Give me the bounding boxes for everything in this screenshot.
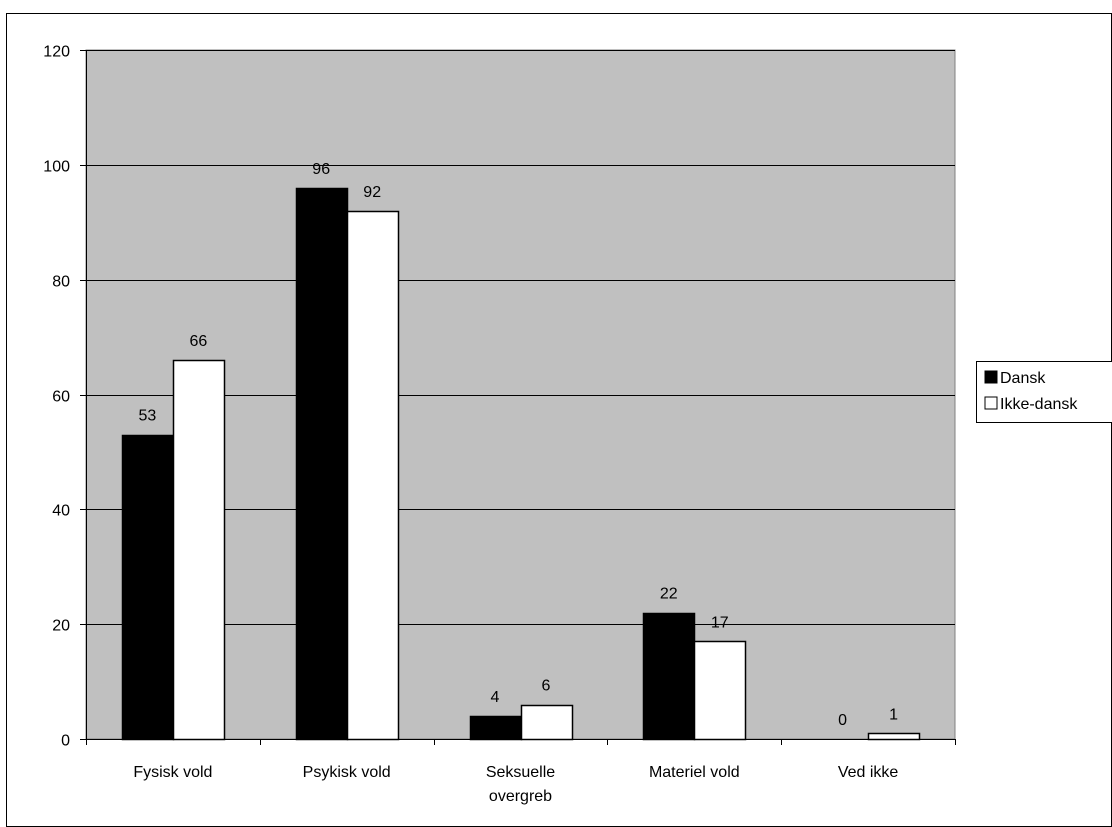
x-tick-label: Psykisk vold bbox=[303, 764, 391, 781]
bar-dansk bbox=[642, 612, 696, 741]
data-label: 1 bbox=[889, 706, 898, 723]
y-tick-label: 20 bbox=[52, 618, 70, 635]
x-tick-label: Materiel vold bbox=[649, 764, 740, 781]
legend: Dansk Ikke-dansk bbox=[976, 361, 1112, 423]
y-tick-label: 80 bbox=[52, 274, 70, 291]
x-tick-label: overgreb bbox=[489, 788, 552, 805]
data-label: 96 bbox=[312, 161, 330, 178]
y-tick-label: 120 bbox=[43, 44, 70, 61]
gridlines bbox=[86, 50, 955, 625]
data-label: 22 bbox=[660, 586, 678, 603]
data-label: 0 bbox=[838, 712, 847, 729]
bar-ikke-dansk bbox=[867, 732, 921, 741]
bar-dansk bbox=[295, 187, 349, 741]
legend-label-dansk: Dansk bbox=[1000, 370, 1046, 387]
bar-dansk bbox=[121, 434, 175, 741]
data-label: 92 bbox=[363, 184, 381, 201]
data-label: 6 bbox=[542, 678, 551, 695]
bar-ikke-dansk bbox=[172, 359, 226, 741]
x-tick-label: Ved ikke bbox=[838, 764, 899, 781]
bar-dansk bbox=[469, 715, 523, 741]
x-tick-label: Seksuelle bbox=[486, 764, 555, 781]
bar-ikke-dansk bbox=[520, 704, 574, 741]
legend-box bbox=[976, 361, 1112, 423]
legend-label-ikke-dansk: Ikke-dansk bbox=[1000, 396, 1078, 413]
bars bbox=[121, 187, 921, 741]
x-tick-label: Fysisk vold bbox=[133, 764, 212, 781]
data-label: 66 bbox=[190, 333, 208, 350]
y-axis: 0 20 40 60 80 100 120 bbox=[43, 44, 87, 750]
bar-ikke-dansk bbox=[693, 640, 747, 741]
y-tick-label: 40 bbox=[52, 503, 70, 520]
data-label: 53 bbox=[139, 408, 157, 425]
data-label: 4 bbox=[491, 689, 500, 706]
y-tick-label: 60 bbox=[52, 389, 70, 406]
bar-ikke-dansk bbox=[346, 210, 400, 741]
data-labels: 53 66 96 92 4 6 22 17 0 1 bbox=[139, 161, 899, 729]
legend-swatch-dansk bbox=[984, 370, 998, 384]
y-tick-label: 0 bbox=[61, 733, 70, 750]
y-tick-label: 100 bbox=[43, 159, 70, 176]
data-label: 17 bbox=[711, 614, 729, 631]
legend-swatch-ikke-dansk bbox=[984, 396, 998, 410]
